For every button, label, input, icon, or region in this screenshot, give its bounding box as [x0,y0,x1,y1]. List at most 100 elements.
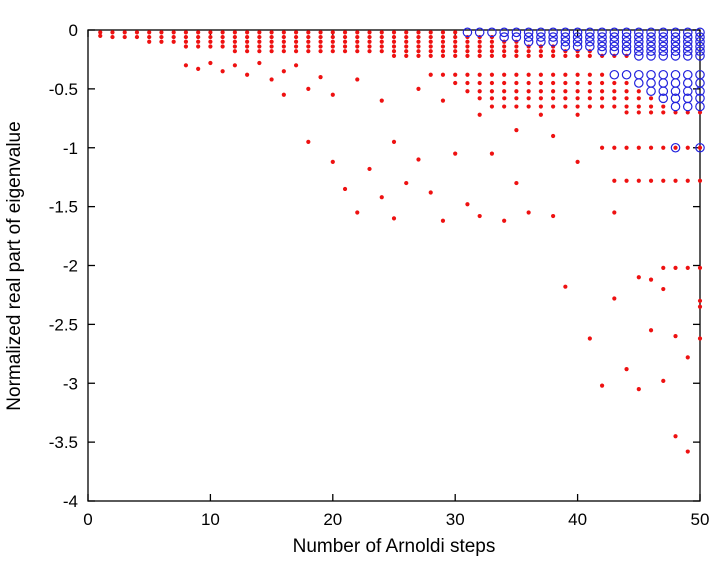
data-point-converged-blue-circles [499,27,509,38]
data-point-ritz-values-red-dots [245,72,250,77]
data-point-ritz-values-red-dots [661,178,666,183]
data-point-ritz-values-red-dots [269,49,274,54]
data-point-converged-blue-circles [487,27,497,38]
data-point-ritz-values-red-dots [514,96,519,101]
data-point-converged-blue-circles [658,51,669,61]
data-point-ritz-values-red-dots [379,44,384,49]
data-point-ritz-values-red-dots [330,34,335,40]
plot-area: 0 10 20 30 40 50 0 -0.5 -1 -1.5 -2 -2.5 -3 -3.5 -4 [49,21,710,529]
data-point-ritz-values-red-dots [575,112,580,117]
data-point-ritz-values-red-dots [404,53,409,59]
data-point-ritz-values-red-dots [612,296,617,301]
data-point-ritz-values-red-dots [489,49,495,54]
data-point-ritz-values-red-dots [685,449,690,454]
data-point-ritz-values-red-dots [636,387,641,392]
data-point-ritz-values-red-dots [575,53,580,59]
data-point-ritz-values-red-dots [379,34,384,40]
data-point-ritz-values-red-dots [599,72,605,77]
data-point-ritz-values-red-dots [318,34,323,40]
data-point-ritz-values-red-dots [526,72,531,77]
data-point-ritz-values-red-dots [110,30,115,35]
data-point-converged-blue-circles [536,27,546,38]
data-point-ritz-values-red-dots [624,89,629,94]
data-point-ritz-values-red-dots [489,53,495,59]
data-point-ritz-values-red-dots [342,49,348,54]
data-point-ritz-values-red-dots [440,49,446,54]
data-point-ritz-values-red-dots [404,34,409,40]
data-point-ritz-values-red-dots [514,180,519,186]
data-point-ritz-values-red-dots [281,39,286,44]
data-point-ritz-values-red-dots [269,39,274,44]
data-point-ritz-values-red-dots [232,63,237,68]
data-point-converged-blue-circles [695,51,705,61]
data-point-ritz-values-red-dots [575,96,580,101]
data-point-ritz-values-red-dots [465,53,470,59]
data-point-ritz-values-red-dots [147,34,152,40]
data-point-ritz-values-red-dots [538,49,543,54]
data-point-ritz-values-red-dots [465,72,470,77]
data-point-ritz-values-red-dots [624,178,629,183]
data-point-ritz-values-red-dots [306,39,311,44]
data-point-ritz-values-red-dots [648,277,654,282]
data-point-converged-blue-circles [695,101,705,112]
data-point-ritz-values-red-dots [391,216,397,221]
data-point-ritz-values-red-dots [661,265,666,270]
data-point-ritz-values-red-dots [269,30,274,35]
data-point-converged-blue-circles [658,78,669,88]
data-point-ritz-values-red-dots [257,49,262,54]
data-point-converged-blue-circles [523,36,534,47]
data-point-converged-blue-circles [670,32,681,42]
data-point-ritz-values-red-dots [502,96,507,101]
data-point-ritz-values-red-dots [342,30,348,35]
data-point-ritz-values-red-dots [563,89,568,94]
data-point-ritz-values-red-dots [367,39,372,44]
data-point-ritz-values-red-dots [318,75,323,80]
data-point-ritz-values-red-dots [538,80,543,86]
data-point-ritz-values-red-dots [551,213,556,219]
data-point-ritz-values-red-dots [673,434,678,439]
data-point-converged-blue-circles [523,27,534,38]
data-point-converged-blue-circles [560,27,571,38]
data-point-ritz-values-red-dots [367,30,372,35]
data-point-ritz-values-red-dots [624,96,629,101]
data-point-ritz-values-red-dots [489,104,495,109]
data-point-ritz-values-red-dots [661,145,666,150]
data-point-converged-blue-circles [585,32,595,42]
data-point-converged-blue-circles [633,69,644,80]
data-point-ritz-values-red-dots [685,145,690,150]
data-point-ritz-values-red-dots [171,34,176,40]
data-point-ritz-values-red-dots [563,104,568,109]
data-point-converged-blue-circles [609,36,620,47]
data-point-ritz-values-red-dots [257,30,262,35]
data-point-ritz-values-red-dots [293,49,299,54]
data-point-ritz-values-red-dots [526,210,531,215]
data-point-ritz-values-red-dots [342,186,348,192]
data-point-ritz-values-red-dots [159,34,164,40]
data-point-ritz-values-red-dots [183,30,189,35]
data-point-ritz-values-red-dots [575,72,580,77]
data-point-ritz-values-red-dots [551,80,556,86]
data-point-converged-blue-circles [560,36,571,47]
data-point-ritz-values-red-dots [379,39,384,44]
data-point-ritz-values-red-dots [355,30,360,35]
data-point-ritz-values-red-dots [245,34,250,40]
data-point-converged-blue-circles [646,51,656,61]
data-point-ritz-values-red-dots [208,30,213,35]
data-point-converged-blue-circles [585,27,595,38]
data-point-ritz-values-red-dots [440,218,446,223]
data-point-ritz-values-red-dots [465,44,470,49]
data-point-ritz-values-red-dots [281,30,286,35]
data-point-converged-blue-circles [695,86,705,97]
data-point-ritz-values-red-dots [563,96,568,101]
data-point-ritz-values-red-dots [465,80,470,86]
x-tick-label: 40 [568,510,587,529]
data-point-ritz-values-red-dots [416,30,421,35]
data-point-ritz-values-red-dots [183,44,189,49]
data-point-ritz-values-red-dots [538,72,543,77]
data-point-ritz-values-red-dots [489,39,495,44]
data-point-ritz-values-red-dots [502,49,507,54]
data-point-ritz-values-red-dots [599,383,605,388]
data-point-converged-blue-circles [621,46,632,56]
data-point-ritz-values-red-dots [526,80,531,86]
